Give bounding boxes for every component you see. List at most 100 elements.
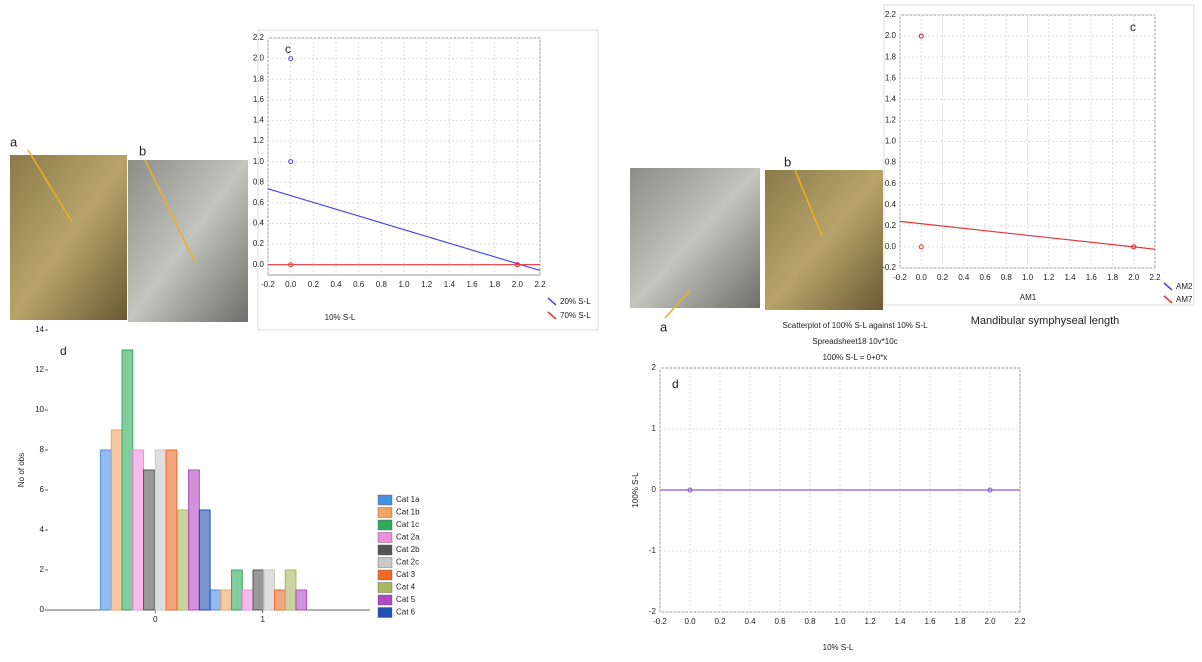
y-tick-label: -1 xyxy=(649,546,657,555)
x-tick-label: 2.0 xyxy=(1128,273,1140,282)
y-tick-label: 2.2 xyxy=(253,33,265,42)
point xyxy=(288,56,294,62)
x-tick-label: 1.8 xyxy=(954,617,966,626)
x-tick-label: 1.2 xyxy=(864,617,876,626)
x-tick-label: 1.0 xyxy=(834,617,846,626)
y-tick-label: 1.0 xyxy=(253,157,265,166)
y-tick-label: 2 xyxy=(40,565,45,574)
y-tick-label: 1.8 xyxy=(253,74,265,83)
x-tick-label: 2.2 xyxy=(1014,617,1026,626)
bar xyxy=(273,589,286,611)
y-tick-label: 0.4 xyxy=(253,219,265,228)
panel-label: c xyxy=(285,42,291,56)
y-tick-label: 12 xyxy=(35,365,44,374)
fit-line xyxy=(267,188,541,272)
photo xyxy=(128,160,248,322)
y-tick-label: 0.2 xyxy=(253,239,265,248)
y-tick-label: -2 xyxy=(649,607,657,616)
x-tick-label: 1 xyxy=(260,615,265,624)
point xyxy=(918,33,924,39)
y-tick-label: 0.0 xyxy=(253,260,265,269)
bar xyxy=(121,349,134,611)
y-tick-label: 0.4 xyxy=(885,200,897,209)
y-tick-label: -0.2 xyxy=(882,263,896,272)
y-tick-label: 1.2 xyxy=(885,116,897,125)
x-tick-label: 0.6 xyxy=(353,280,365,289)
x-tick-label: 0.2 xyxy=(714,617,726,626)
y-tick-label: 1.4 xyxy=(885,94,897,103)
legend-swatch xyxy=(377,607,393,618)
x-tick-label: 0.0 xyxy=(916,273,928,282)
y-tick-label: 1.4 xyxy=(253,116,265,125)
y-tick-label: 0 xyxy=(40,605,45,614)
chart-title: Spreadsheet18 10v*10c xyxy=(812,337,897,346)
panel-label: d xyxy=(672,377,679,391)
x-tick-label: 1.0 xyxy=(398,280,410,289)
x-tick-label: 0.8 xyxy=(376,280,388,289)
legend-label: AM7 xyxy=(1176,295,1193,304)
bar xyxy=(143,469,155,611)
x-tick-label: 1.2 xyxy=(421,280,433,289)
y-axis-label: No of obs xyxy=(17,453,26,487)
x-tick-label: 0.2 xyxy=(937,273,949,282)
legend-swatch xyxy=(377,494,393,506)
legend-swatch xyxy=(377,532,393,543)
chart-title: 100% S-L = 0+0*x xyxy=(823,353,888,362)
y-tick-label: 0.6 xyxy=(253,198,265,207)
x-tick-label: 2.0 xyxy=(984,617,996,626)
bar xyxy=(100,449,112,611)
photo-label: b xyxy=(139,143,146,158)
y-tick-label: 1.8 xyxy=(885,52,897,61)
bar xyxy=(154,449,167,611)
bar xyxy=(177,509,190,611)
legend-label: Cat 1c xyxy=(396,520,419,529)
x-tick-label: 0.8 xyxy=(804,617,816,626)
x-tick-label: 1.4 xyxy=(1064,273,1076,282)
panel-label: d xyxy=(60,344,67,358)
x-tick-label: 1.0 xyxy=(1022,273,1034,282)
x-tick-label: 0.0 xyxy=(285,280,297,289)
bar xyxy=(220,589,233,611)
x-tick-label: 0.6 xyxy=(774,617,786,626)
y-tick-label: 1.2 xyxy=(253,136,265,145)
point xyxy=(514,262,520,268)
x-axis-label: AM1 xyxy=(1020,293,1037,302)
y-tick-label: 1.6 xyxy=(885,73,897,82)
legend-swatch xyxy=(377,519,393,531)
legend-swatch xyxy=(377,569,393,581)
point xyxy=(987,487,993,493)
legend-label: Cat 6 xyxy=(396,608,416,617)
y-tick-label: 2.0 xyxy=(253,54,265,63)
x-tick-label: 0.4 xyxy=(744,617,756,626)
legend-swatch xyxy=(377,582,393,593)
photo-label: a xyxy=(660,319,668,334)
legend-label: Cat 5 xyxy=(396,595,416,604)
caption: Mandibular symphyseal length xyxy=(971,315,1120,327)
point xyxy=(288,159,294,165)
bar xyxy=(188,469,200,611)
x-tick-label: 0.4 xyxy=(330,280,342,289)
x-tick-label: 0.8 xyxy=(1001,273,1013,282)
y-tick-label: 2.0 xyxy=(885,31,897,40)
y-tick-label: 1.6 xyxy=(253,95,265,104)
point xyxy=(288,262,294,268)
legend-label: Cat 2c xyxy=(396,558,419,567)
bar xyxy=(165,449,178,611)
y-tick-label: 2 xyxy=(652,363,657,372)
legend-swatch xyxy=(377,507,393,518)
x-tick-label: 1.6 xyxy=(466,280,478,289)
x-tick-label: -0.2 xyxy=(893,273,907,282)
legend-label: 70% S-L xyxy=(560,311,591,320)
y-tick-label: 6 xyxy=(40,485,45,494)
legend-swatch xyxy=(1163,282,1173,291)
legend-label: Cat 4 xyxy=(396,583,416,592)
plot-background xyxy=(883,4,1195,306)
legend-swatch xyxy=(547,297,557,306)
y-tick-label: 0 xyxy=(652,485,657,494)
bar xyxy=(198,509,211,611)
legend-label: Cat 2a xyxy=(396,533,420,542)
x-axis-label: 10% S-L xyxy=(823,643,854,652)
photo xyxy=(630,168,760,308)
legend-swatch xyxy=(547,311,557,320)
